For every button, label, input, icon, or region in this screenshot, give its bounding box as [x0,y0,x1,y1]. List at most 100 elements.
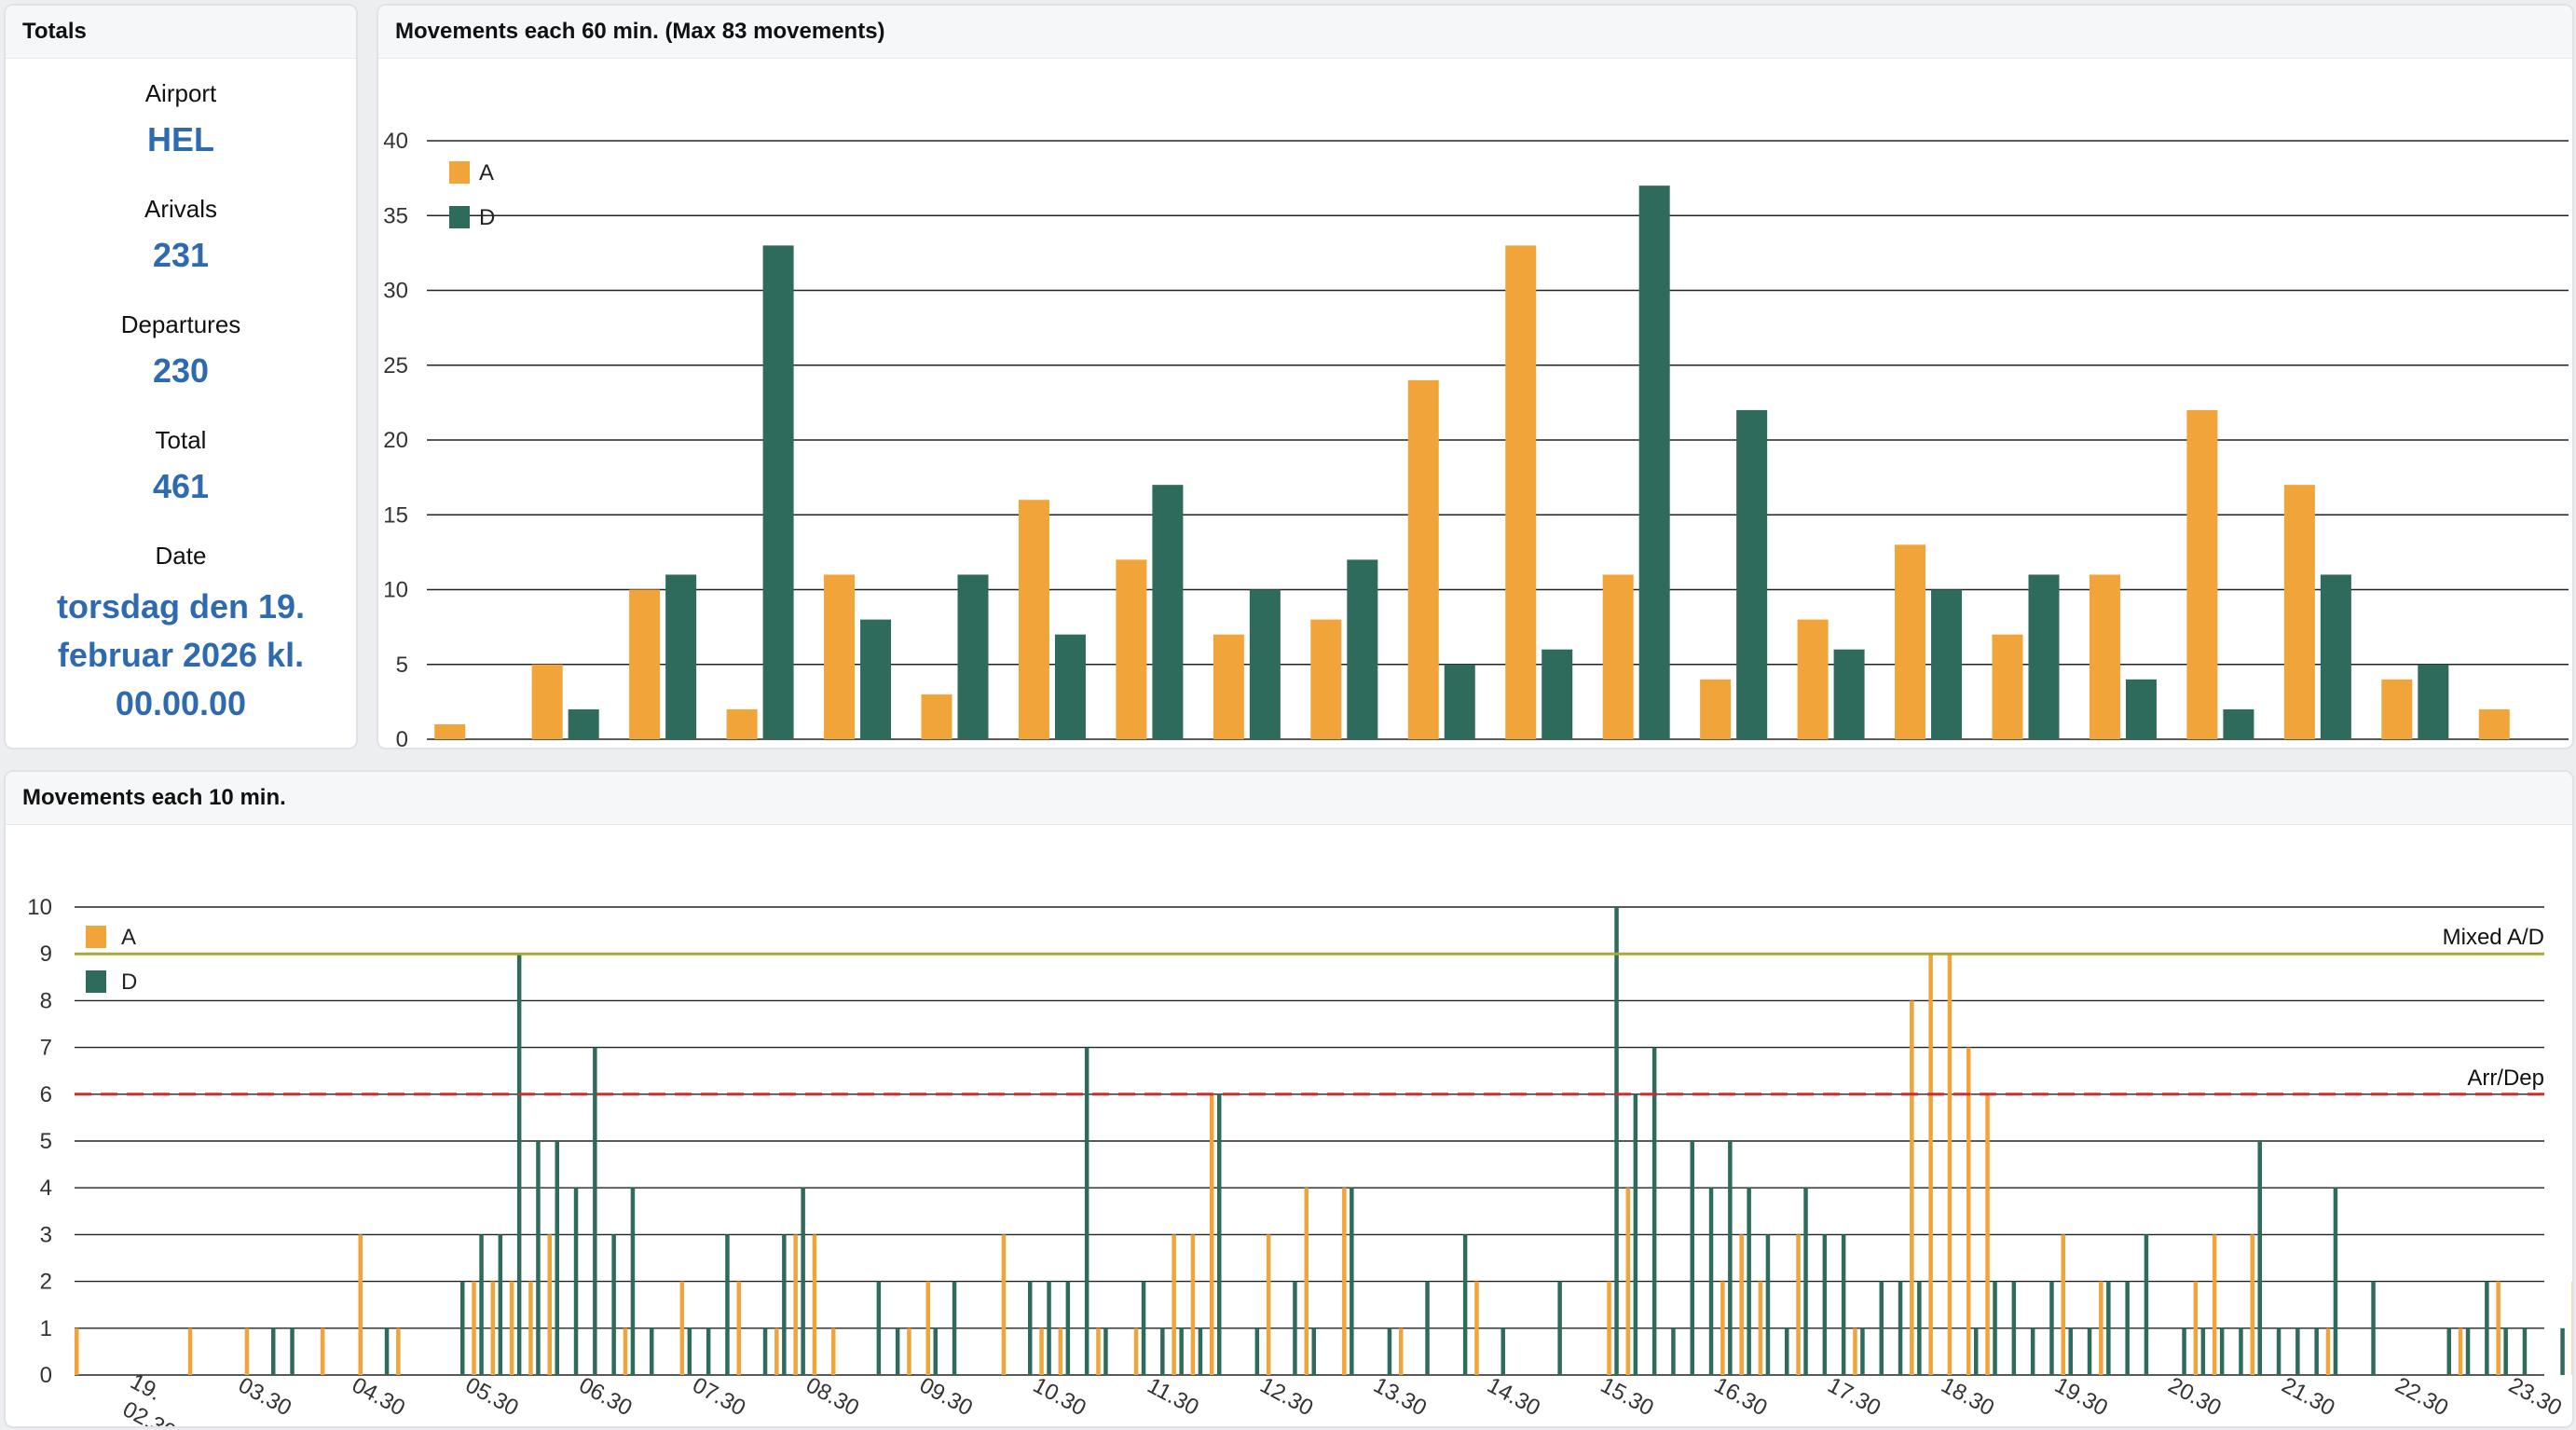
x-tick-label-group: 08.30 [802,1372,863,1421]
totals-header: Totals [6,6,356,59]
departure-bar [762,245,794,740]
x-tick-label-group: 05.30 [461,1372,523,1421]
legend-swatch [86,970,106,993]
departure-bar [2257,1141,2262,1375]
departure-bar [706,1327,711,1375]
departure-bar [271,1327,276,1375]
arrival-bar [1992,634,2023,739]
arrival-bar [679,1281,685,1375]
departure-bar [1065,1281,1071,1375]
x-tick-label: 23.30 [2504,1372,2566,1421]
departure-bar [1803,1188,1808,1375]
arrival-bar [1474,1281,1479,1375]
hourly-chart-panel: Movements each 60 min. (Max 83 movements… [377,4,2574,749]
airport-value: HEL [147,120,214,158]
departure-bar [516,954,522,1375]
arrival-bar [2250,1234,2254,1375]
x-tick-label-group: 18.30 [1937,1372,1998,1421]
y-tick-label: 1 [40,1316,52,1341]
x-tick-label: 22.30 [2391,1372,2453,1421]
x-tick-label-group: 10.30 [1029,1372,1090,1421]
arrival-bar [396,1327,401,1375]
x-tick-label: 13.30 [1369,1372,1431,1421]
departure-bar [2320,574,2351,739]
departure-bar [555,1141,559,1375]
departure-bar [1103,1327,1108,1375]
arrival-bar [2061,1234,2065,1375]
y-tick-label: 5 [396,653,408,678]
departure-bar [1931,589,1963,739]
x-tick-label: 15.30 [1596,1372,1658,1421]
arrival-bar [1505,245,1537,740]
arrival-bar [320,1327,325,1375]
x-tick-label: 04.30 [348,1372,409,1421]
departure-bar [1254,1327,1260,1375]
arrival-bar [2458,1327,2463,1375]
arrival-bar [1985,1093,1990,1375]
departure-bar [1765,1234,1771,1375]
x-tick-label: 14.30 [1483,1372,1544,1421]
totals-panel: Totals Airport HEL Arivals 231 Departure… [4,4,358,749]
departure-bar [568,708,599,739]
departure-bar [1557,1281,1562,1375]
arrival-bar [1910,1000,1914,1375]
x-tick-label-group: 12.30 [1256,1372,1318,1421]
arrival-bar [1796,1234,1801,1375]
tenmin-bar-chart: 0 1 2 3 4 5 6 7 8 9 10 Mixed A/D Arr/Dep 19.02.30 03.3… [27,895,2572,1426]
x-tick-label-group: 06.30 [575,1372,637,1421]
departure-bar [1249,589,1281,739]
arrival-bar [629,589,661,739]
arrival-bar [726,708,758,739]
tenmin-chart-title: Movements each 10 min. [6,772,2572,825]
departure-bar [762,1327,768,1375]
arrival-bar [358,1234,363,1375]
departure-bar [1028,1281,1033,1375]
x-tick-label-group: 07.30 [689,1372,750,1421]
departure-bar [782,1234,787,1375]
departure-bar [1785,1327,1789,1375]
y-tick-label: 9 [40,942,52,967]
y-tick-label: 7 [40,1036,52,1061]
hourly-bar-chart: 0510152025303540234567891011121314151617… [383,129,2569,748]
legend-swatch [449,161,470,184]
total-label: Total [155,426,207,454]
arrival-bar [2381,679,2413,739]
arrivals-label: Arivals [144,195,217,223]
departure-bar [384,1327,390,1375]
arrival-bar [793,1234,798,1375]
departure-bar [1917,1281,1922,1375]
departures-value: 230 [152,351,210,390]
arrival-bar [1966,1047,1971,1375]
arrival-bar [623,1327,628,1375]
arrival-bar [547,1234,552,1375]
arrival-bar [1758,1281,1763,1375]
departure-bar [1993,1281,1997,1375]
y-tick-label: 35 [383,203,408,228]
arrival-bar [528,1281,533,1375]
arrival-bar [1739,1234,1744,1375]
arrival-bar [1304,1188,1309,1375]
arrival-bar [1720,1281,1725,1375]
arrival-bar [831,1327,836,1375]
total-value: 461 [152,467,210,505]
x-tick-label: 09.30 [915,1372,977,1421]
arrival-bar [1947,954,1953,1375]
arrival-bar [1700,679,1732,739]
departure-bar [1841,1234,1846,1375]
departure-bar [2087,1327,2092,1375]
arrival-bar [2478,708,2510,739]
departure-bar [801,1188,805,1375]
legend-swatch [86,926,106,948]
arrival-bar [1266,1234,1271,1375]
departure-bar [1311,1327,1316,1375]
x-tick-label-group: 19.02.30 [118,1369,180,1426]
arrival-bar [1895,544,1926,739]
departure-bar [2182,1327,2186,1375]
departure-bar [2125,1281,2130,1375]
arrival-bar [1853,1327,1857,1375]
x-tick-label-group: 09.30 [915,1372,977,1421]
departure-bar [2465,1327,2471,1375]
y-tick-label: 10 [27,895,52,920]
x-tick-label: 03.30 [234,1372,295,1421]
x-tick-label: 20.30 [2164,1372,2226,1421]
